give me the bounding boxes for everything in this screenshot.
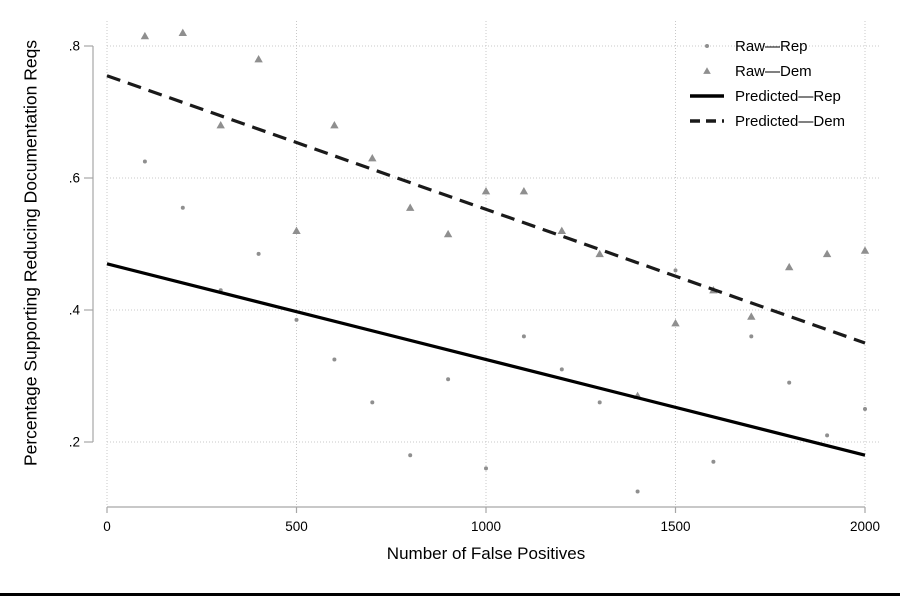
raw-dem-point [178,28,187,36]
raw-rep-point [142,159,147,164]
x-tick-label: 2000 [850,519,880,534]
raw-rep-point [825,433,830,438]
raw-dem-point [481,187,491,195]
raw-rep-point [256,251,261,256]
raw-dem-point [595,249,604,258]
raw-rep-point [711,459,716,464]
raw-dem-point [330,121,339,129]
raw-rep-point [863,407,867,411]
legend-label: Raw—Rep [735,38,808,55]
y-tick-label: .8 [69,39,80,54]
raw-rep-point [332,357,337,362]
raw-dem-point [216,121,225,129]
bottom-rule [0,593,900,596]
raw-dem-point [785,262,794,271]
raw-dem-point [747,312,756,320]
raw-rep-point [597,400,602,405]
raw-rep-point [446,377,451,382]
legend-label: Raw—Dem [735,63,812,80]
y-tick-label: .6 [69,171,80,186]
y-tick-label: .2 [69,435,80,450]
raw-rep-point [180,205,185,210]
predicted-dem-line [106,74,866,345]
raw-rep-point [408,453,413,458]
raw-dem-point [860,246,870,254]
raw-dem-point [254,55,263,63]
raw-rep-point [559,367,564,372]
y-axis-title: Percentage Supporting Reducing Documenta… [20,39,41,467]
raw-dem-point [443,229,453,238]
legend-label: Predicted—Rep [735,88,841,105]
raw-dem-point [292,226,301,234]
legend-label: Predicted—Dem [735,113,845,130]
legend-marker-dot [705,44,709,48]
x-axis-title: Number of False Positives [386,544,586,563]
raw-rep-point [294,317,299,322]
raw-rep-point [635,489,640,494]
raw-rep-point [673,268,678,273]
raw-dem-point [368,154,377,162]
raw-rep-point [787,380,792,385]
raw-dem-point [519,187,529,195]
raw-dem-point [140,31,150,40]
raw-rep-point [521,334,526,339]
x-tick-label: 0 [103,519,111,534]
raw-dem-point [671,319,680,327]
x-tick-label: 1500 [660,519,690,534]
raw-rep-point [749,334,754,339]
raw-rep-point [370,400,375,405]
raw-rep-point [484,466,488,471]
raw-dem-point [822,249,832,258]
raw-dem-point [557,226,566,234]
raw-dem-point [406,203,415,211]
x-tick-label: 500 [285,519,308,534]
legend-marker-triangle [703,67,711,74]
x-tick-label: 1000 [471,519,501,534]
predicted-rep-line [106,262,866,457]
y-tick-label: .4 [69,303,81,318]
